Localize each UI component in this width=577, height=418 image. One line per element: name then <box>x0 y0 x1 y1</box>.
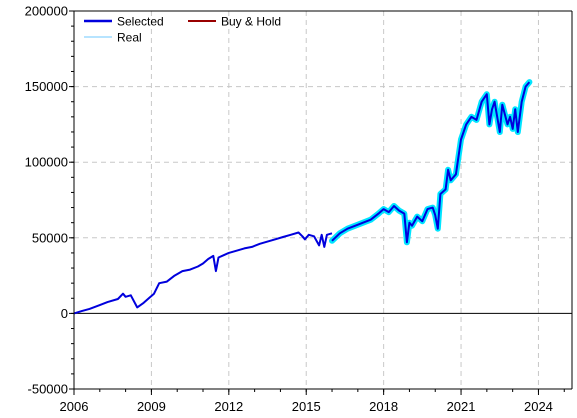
y-tick-label: 200000 <box>25 4 68 19</box>
x-tick-label: 2009 <box>137 399 166 414</box>
legend: Selected Buy & Hold Real <box>84 15 281 45</box>
legend-item-buy-hold: Buy & Hold <box>188 15 281 29</box>
legend-label-selected: Selected <box>117 15 164 29</box>
y-tick-label: -50000 <box>28 382 68 397</box>
y-tick-label: 50000 <box>32 230 68 245</box>
series-line-selected-overlay <box>331 81 531 244</box>
y-tick-label: 0 <box>61 306 68 321</box>
series-line-selected <box>73 231 333 315</box>
series-lines <box>73 79 533 315</box>
legend-item-selected: Selected <box>84 15 164 29</box>
x-tick-label: 2024 <box>524 399 553 414</box>
y-tick-label: 100000 <box>25 155 68 170</box>
legend-label-buy-hold: Buy & Hold <box>221 15 281 29</box>
x-tick-label: 2018 <box>369 399 398 414</box>
x-tick-label: 2006 <box>60 399 89 414</box>
legend-label-real: Real <box>117 31 142 45</box>
grid-lines <box>74 11 572 389</box>
x-tick-label: 2021 <box>447 399 476 414</box>
x-tick-label: 2012 <box>214 399 243 414</box>
legend-item-real: Real <box>84 31 142 45</box>
x-tick-label: 2015 <box>292 399 321 414</box>
tick-labels: -50000 0 50000 100000 150000 200000 2006 2009 20… <box>25 4 553 415</box>
axes <box>69 10 573 395</box>
y-tick-label: 150000 <box>25 79 68 94</box>
